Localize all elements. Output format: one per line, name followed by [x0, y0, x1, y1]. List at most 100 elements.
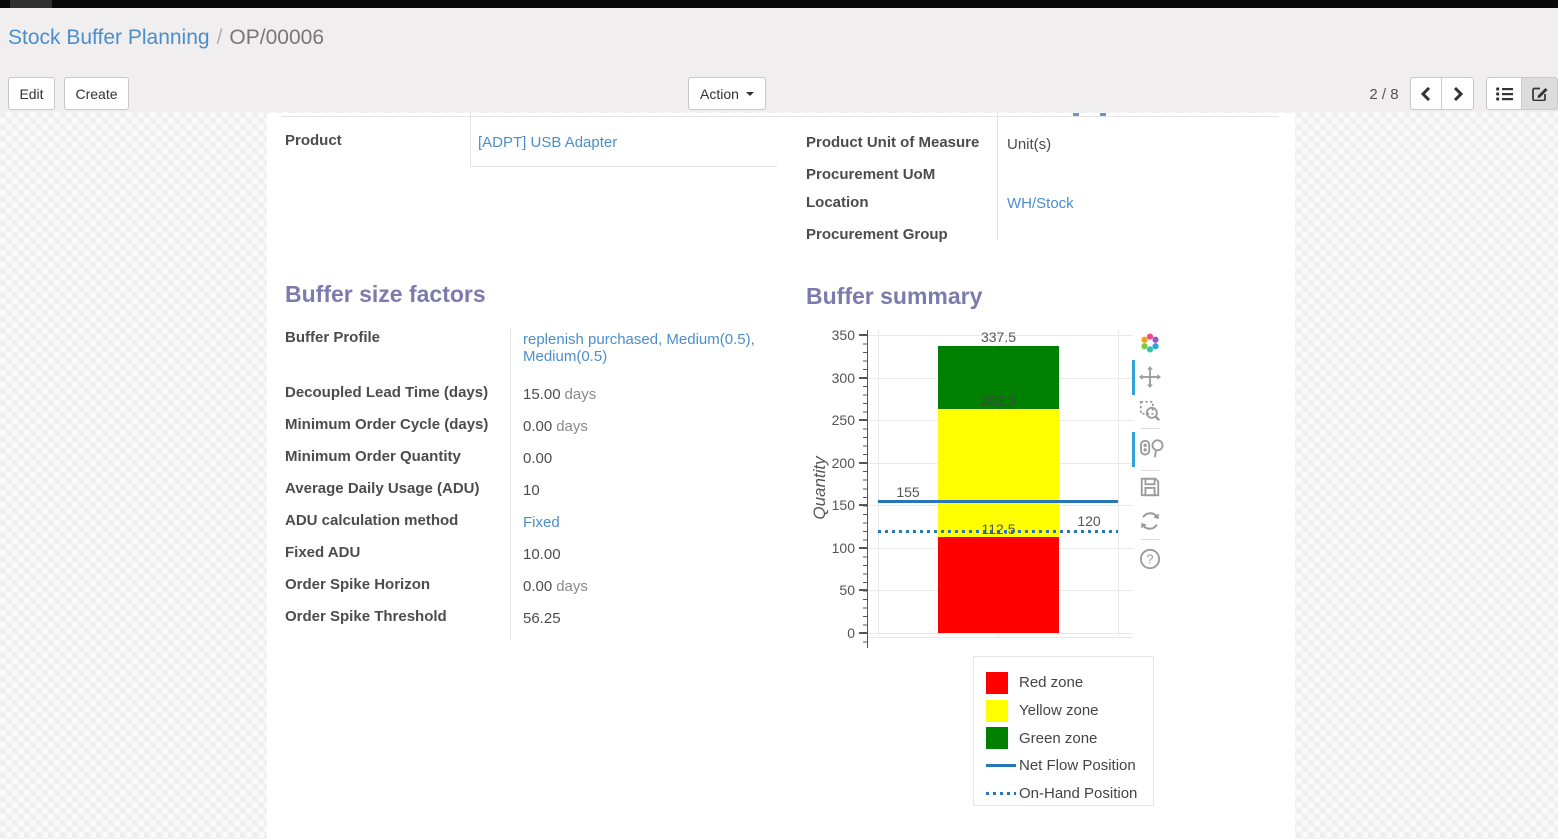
zoom-icon[interactable]	[1139, 400, 1161, 422]
spike-threshold-value: 56.25	[523, 610, 561, 627]
gridline	[867, 633, 1133, 634]
net-flow-label: 155	[896, 484, 920, 500]
legend-item-red-zone[interactable]: Red zone	[986, 669, 1153, 697]
moc-unit: days	[556, 418, 588, 435]
breadcrumb-separator: /	[216, 26, 223, 49]
save-icon[interactable]	[1139, 476, 1161, 498]
field-row-min-order-cycle: Minimum Order Cycle (days) 0.00 days	[285, 416, 771, 448]
pager	[1410, 77, 1474, 110]
hover-compare-icon	[1151, 439, 1164, 452]
form-sheet: Product [ADPT] USB Adapter Product Unit …	[267, 113, 1295, 839]
form-view-button[interactable]	[1522, 77, 1558, 110]
buffer-profile-link[interactable]: replenish purchased, Medium(0.5), Medium…	[523, 331, 755, 365]
modebar-active-indicator	[1132, 360, 1135, 395]
red-zone-swatch	[986, 671, 1008, 694]
modebar-divider	[1141, 539, 1159, 540]
y-axis-tick	[859, 334, 867, 336]
y-tick-label: 350	[831, 327, 855, 343]
red-zone-bar	[938, 537, 1059, 633]
content-area: Product [ADPT] USB Adapter Product Unit …	[0, 112, 1558, 839]
control-panel: Stock Buffer Planning / OP/00006 Edit Crea…	[0, 8, 1558, 112]
net-flow-position-line	[878, 499, 1118, 503]
plotly-logo-icon[interactable]	[1139, 332, 1161, 354]
buffer-size-factors-title: Buffer size factors	[285, 281, 486, 307]
y-tick-label: 250	[831, 412, 855, 429]
breadcrumb-current: OP/00006	[229, 26, 324, 49]
moq-value: 0.00	[523, 450, 553, 467]
y-axis-tick	[859, 419, 867, 422]
legend-item-net-flow[interactable]: Net Flow Position	[986, 752, 1153, 780]
pan-icon[interactable]	[1139, 366, 1161, 388]
field-row-buffer-profile: Buffer Profile replenish purchased, Medi…	[285, 319, 771, 384]
list-view-icon	[1495, 86, 1513, 101]
cell-divider	[470, 166, 777, 167]
field-row-spike-threshold: Order Spike Threshold 56.25	[285, 608, 771, 640]
breadcrumb-parent-link[interactable]: Stock Buffer Planning	[8, 26, 210, 49]
pager-count: 2 / 8	[1369, 86, 1399, 103]
svg-text:?: ?	[1146, 552, 1153, 567]
action-dropdown-button[interactable]: Action	[688, 77, 766, 110]
view-switcher	[1486, 77, 1558, 110]
red-top-label: 112.5	[981, 521, 1016, 537]
yellow-zone-bar	[938, 409, 1059, 538]
y-tick-label: 300	[831, 369, 855, 386]
clipped-text-sliver	[1073, 113, 1079, 116]
field-row-fixed-adu: Fixed ADU 10.00	[285, 544, 771, 576]
form-view-icon	[1531, 87, 1547, 101]
cell-divider	[997, 113, 998, 240]
modebar-divider	[1141, 470, 1159, 471]
y-axis-minor-ticks	[863, 335, 867, 649]
pager-next-button[interactable]	[1442, 77, 1474, 110]
gridline	[1118, 330, 1119, 637]
field-row-min-order-qty: Minimum Order Quantity 0.00	[285, 448, 771, 480]
hover-closest-icon	[1140, 439, 1151, 456]
green-bottom-label: 262.5	[980, 392, 1017, 408]
location-value-link[interactable]: WH/Stock	[1007, 195, 1074, 212]
action-dropdown-label: Action	[700, 85, 739, 102]
y-axis-tick	[859, 376, 867, 379]
green-zone-swatch	[986, 727, 1008, 750]
procurement-uom-label: Procurement UoM	[806, 166, 936, 183]
y-axis-line	[867, 330, 868, 648]
on-hand-label: 120	[1077, 513, 1101, 529]
y-tick-label: 50	[839, 582, 855, 599]
on-hand-position-line	[878, 529, 1118, 533]
y-tick-label: 150	[831, 497, 855, 514]
reset-axes-icon[interactable]	[1139, 510, 1161, 532]
list-view-button[interactable]	[1486, 77, 1522, 110]
chevron-right-icon	[1453, 86, 1463, 101]
legend-item-yellow-zone[interactable]: Yellow zone	[986, 697, 1153, 725]
adu-value: 10	[523, 482, 540, 499]
product-value-link[interactable]: [ADPT] USB Adapter	[478, 134, 618, 151]
buffer-summary-chart: Quantity 350	[807, 325, 1179, 820]
y-tick-label: 100	[831, 539, 855, 556]
spike-horizon-value: 0.00	[523, 578, 553, 595]
help-icon[interactable]: ?	[1139, 548, 1161, 570]
procurement-group-label: Procurement Group	[806, 226, 948, 243]
y-axis-tick	[859, 546, 867, 549]
top-status-bar	[0, 0, 1558, 8]
buffer-factors-table: Buffer Profile replenish purchased, Medi…	[285, 319, 771, 640]
y-axis-tick	[859, 504, 867, 507]
gridline	[867, 335, 1133, 336]
edit-button[interactable]: Edit	[8, 77, 55, 110]
legend-item-green-zone[interactable]: Green zone	[986, 724, 1153, 752]
buffer-summary-title: Buffer summary	[806, 283, 983, 309]
create-button[interactable]: Create	[64, 77, 129, 110]
pager-previous-button[interactable]	[1410, 77, 1442, 110]
scrolled-row-border	[281, 116, 1279, 117]
fixed-adu-value: 10.00	[523, 546, 561, 563]
product-label: Product	[285, 132, 342, 149]
breadcrumb: Stock Buffer Planning / OP/00006	[8, 26, 324, 50]
clipped-text-sliver	[1100, 113, 1106, 116]
chevron-left-icon	[1420, 86, 1431, 101]
adu-method-link[interactable]: Fixed	[523, 514, 560, 531]
field-row-spike-horizon: Order Spike Horizon 0.00 days	[285, 576, 771, 608]
green-zone-bar	[938, 345, 1059, 410]
net-flow-swatch	[986, 764, 1016, 768]
product-uom-label: Product Unit of Measure	[806, 134, 980, 151]
product-uom-value: Unit(s)	[1007, 136, 1052, 153]
hover-options-icon[interactable]	[1139, 438, 1165, 460]
x-axis-line	[867, 637, 1133, 638]
legend-item-on-hand[interactable]: On-Hand Position	[986, 780, 1153, 808]
